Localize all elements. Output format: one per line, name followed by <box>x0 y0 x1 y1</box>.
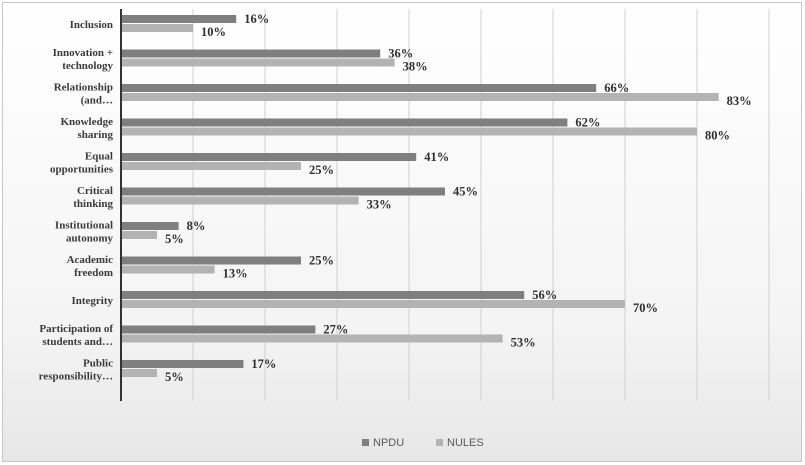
bar-nules <box>121 58 395 67</box>
category-label-line: Academic <box>67 254 114 266</box>
category-label: Inclusion <box>70 19 113 31</box>
data-label-nules: 13% <box>223 267 248 281</box>
category-label-line: Public <box>83 358 113 370</box>
data-label-npdu: 45% <box>453 185 478 199</box>
category-label-line: students and… <box>42 336 113 348</box>
category-label-line: sharing <box>78 129 114 141</box>
bar-nules <box>121 162 301 170</box>
bar-nules <box>121 300 625 308</box>
category-label-line: Inclusion <box>70 19 113 31</box>
category-label-line: Knowledge <box>60 116 113 128</box>
category-label-line: thinking <box>73 198 113 210</box>
data-label-npdu: 25% <box>309 254 334 268</box>
category-label-line: technology <box>62 60 113 72</box>
bar-nules <box>121 369 157 377</box>
category-label-line: Critical <box>77 185 113 197</box>
data-label-nules: 70% <box>633 301 658 315</box>
category-label: Participation of students and… <box>39 323 113 348</box>
bar-npdu <box>121 291 525 299</box>
bar-npdu <box>121 325 316 334</box>
value-labels: 16%10%36%38%66%83%62%80%41%25%45%33%8%5%… <box>165 12 752 384</box>
legend-label-nules: NULES <box>447 437 484 449</box>
category-label-line: (and… <box>81 95 113 107</box>
category-label: Innovation + technology <box>53 47 114 72</box>
category-label-line: Integrity <box>71 295 113 307</box>
data-label-npdu: 27% <box>323 323 348 337</box>
data-label-npdu: 62% <box>575 116 600 130</box>
data-label-nules: 5% <box>165 370 184 384</box>
data-label-nules: 53% <box>511 336 536 350</box>
category-label-line: Participation of <box>39 323 113 335</box>
category-label: Knowledge sharing <box>60 116 113 141</box>
category-label: Institutional autonomy <box>55 220 114 245</box>
category-label: Relationship (and… <box>54 82 113 107</box>
category-label-line: Relationship <box>54 82 113 94</box>
data-label-nules: 38% <box>403 60 428 74</box>
category-label-line: opportunities <box>50 164 114 176</box>
category-label-line: freedom <box>74 267 113 279</box>
bar-npdu <box>121 118 568 127</box>
bar-nules <box>121 334 503 343</box>
legend-swatch-nules <box>436 439 443 446</box>
bars <box>121 15 719 377</box>
bar-npdu <box>121 187 445 196</box>
data-label-nules: 10% <box>201 25 226 39</box>
bar-nules <box>121 231 157 239</box>
category-label: Integrity <box>71 295 113 307</box>
bar-npdu <box>121 153 417 161</box>
bar-npdu <box>121 360 244 368</box>
legend-label-npdu: NPDU <box>373 437 404 449</box>
category-labels: Inclusion Innovation + technology Relations… <box>39 19 114 383</box>
data-label-nules: 5% <box>165 232 184 246</box>
category-label: Equal opportunities <box>50 151 114 176</box>
bar-nules <box>121 265 215 274</box>
data-label-nules: 80% <box>705 129 730 143</box>
data-label-npdu: 17% <box>251 357 276 371</box>
data-label-npdu: 36% <box>388 47 413 61</box>
category-label-line: responsibility… <box>39 371 113 383</box>
legend: NPDU NULES <box>362 437 484 449</box>
bar-nules <box>121 196 359 205</box>
category-label: Critical thinking <box>73 185 113 210</box>
category-label-line: Innovation + <box>53 47 113 59</box>
bar-nules <box>121 127 697 136</box>
data-label-npdu: 56% <box>532 288 557 302</box>
data-label-npdu: 8% <box>187 219 206 233</box>
bar-npdu <box>121 84 597 92</box>
category-label: Public responsibility… <box>39 358 113 383</box>
category-label-line: Equal <box>85 151 113 163</box>
category-label: Academic freedom <box>67 254 114 279</box>
bar-npdu <box>121 256 301 265</box>
data-label-nules: 83% <box>727 94 752 108</box>
data-label-npdu: 41% <box>424 150 449 164</box>
category-label-line: Institutional <box>55 220 113 232</box>
bar-npdu <box>121 49 381 58</box>
bar-nules <box>121 24 193 32</box>
legend-swatch-npdu <box>362 439 369 446</box>
data-label-nules: 33% <box>367 198 392 212</box>
category-label-line: autonomy <box>66 233 114 245</box>
data-label-npdu: 16% <box>244 12 269 26</box>
bar-npdu <box>121 15 237 23</box>
bar-chart: 16%10%36%38%66%83%62%80%41%25%45%33%8%5%… <box>39 9 770 449</box>
bar-npdu <box>121 222 179 230</box>
bar-nules <box>121 93 719 101</box>
data-label-nules: 25% <box>309 163 334 177</box>
gridlines <box>192 9 770 401</box>
data-label-npdu: 66% <box>604 81 629 95</box>
